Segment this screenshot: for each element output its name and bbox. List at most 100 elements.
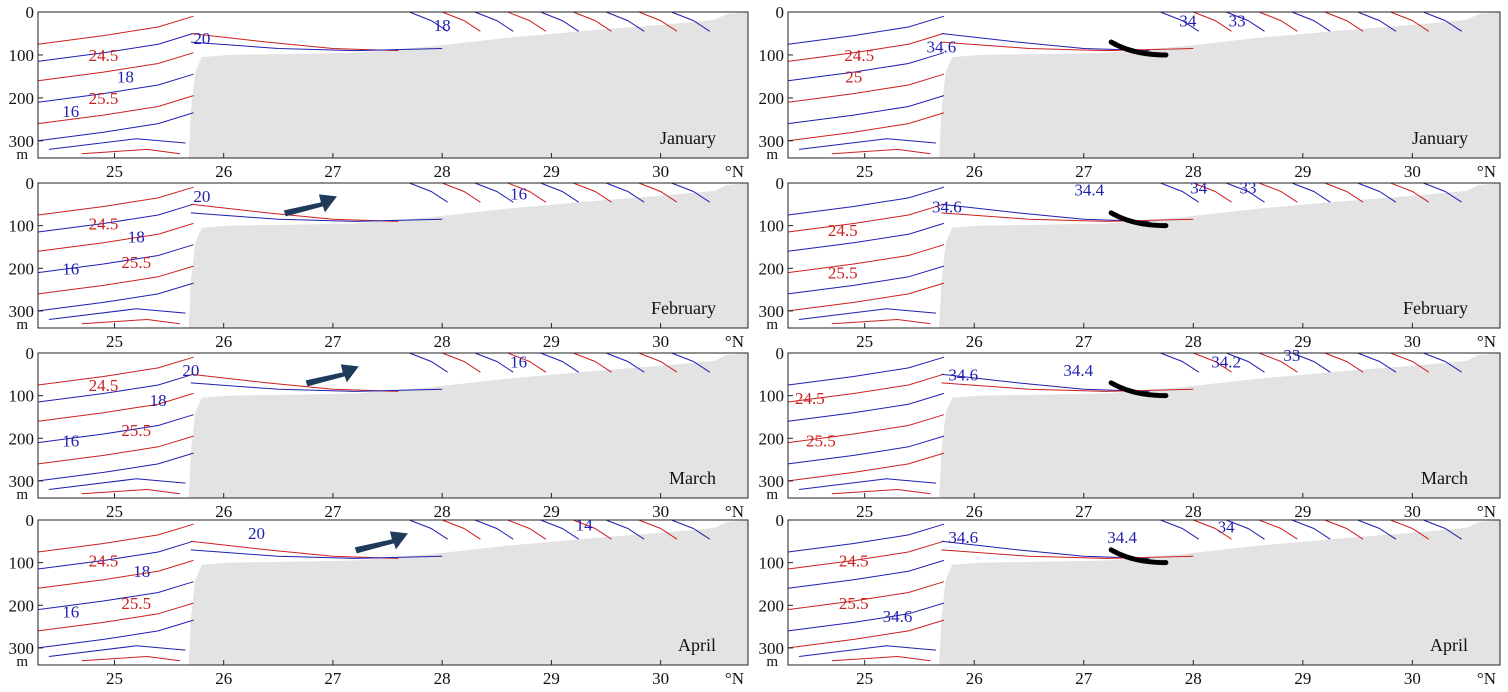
y-axis-label: m (766, 487, 778, 503)
contour-label-blue: 16 (62, 102, 79, 121)
contour-line (798, 138, 936, 150)
y-tick-label: 0 (26, 174, 35, 193)
contour-line (540, 352, 579, 373)
y-axis-label: m (16, 654, 28, 670)
contour-line (37, 414, 194, 444)
contour-line (1258, 11, 1298, 32)
contour-line (540, 11, 579, 32)
contour-line (1193, 11, 1232, 32)
month-label: March (669, 468, 716, 488)
panel-frame (787, 11, 1501, 159)
contour-line (787, 523, 944, 553)
seabed (188, 353, 748, 498)
contour-line (787, 435, 944, 465)
x-tick-label: 25 (856, 669, 873, 688)
contour-line (1324, 352, 1364, 373)
contour-line (507, 352, 547, 373)
contour-line (37, 356, 194, 386)
contour-label-red: 25.5 (121, 421, 151, 440)
contour-line (1390, 11, 1430, 32)
contour-line (573, 519, 612, 540)
contour-line (507, 519, 547, 540)
x-tick-label: 27 (1075, 162, 1093, 181)
contour-line (671, 182, 711, 203)
contour-line (798, 478, 936, 490)
y-tick-label: 200 (759, 429, 785, 448)
contour-label-blue: 20 (248, 524, 265, 543)
contour-line (1423, 519, 1462, 540)
contour-line (409, 11, 448, 32)
contour-line (1226, 11, 1265, 32)
panel-frame (37, 11, 749, 159)
x-axis-label: °N (725, 669, 744, 688)
y-tick-label: 200 (9, 259, 35, 278)
x-tick-label: 25 (106, 332, 123, 351)
contour-line (941, 549, 1194, 559)
contour-label-blue: 34.6 (932, 197, 962, 216)
contour-label-red: 25.5 (839, 594, 869, 613)
contour-label-red: 25.5 (121, 594, 151, 613)
x-tick-label: 30 (652, 332, 669, 351)
month-label: April (1430, 635, 1468, 655)
contour-label-blue: 34.6 (883, 607, 913, 626)
contour-label-blue: 34.6 (948, 528, 978, 547)
y-tick-label: 0 (26, 344, 35, 363)
contour-line (1291, 519, 1331, 540)
y-axis-label: m (766, 147, 778, 163)
contour-line (37, 186, 194, 216)
contour-line (37, 223, 194, 252)
x-tick-label: 27 (324, 669, 342, 688)
contour-line (1357, 352, 1397, 373)
x-tick-label: 28 (1185, 502, 1202, 521)
x-tick-label: 25 (856, 332, 873, 351)
x-tick-label: 26 (966, 502, 983, 521)
x-tick-label: 26 (215, 502, 232, 521)
x-tick-label: 28 (434, 502, 451, 521)
contour-line (787, 186, 944, 216)
contour-label-blue: 18 (150, 391, 167, 410)
contour-line (37, 435, 194, 465)
contour-line (540, 182, 579, 203)
contour-line (1160, 352, 1200, 373)
x-tick-label: 26 (966, 332, 983, 351)
x-tick-label: 30 (652, 502, 669, 521)
contour-line (638, 182, 678, 203)
contour-line (37, 560, 194, 589)
contour-line (190, 549, 443, 559)
contour-line (1226, 352, 1265, 373)
contour-line (1258, 182, 1298, 203)
y-tick-label: 0 (776, 511, 785, 530)
x-tick-label: 25 (856, 162, 873, 181)
month-label: April (678, 635, 716, 655)
contour-line (1324, 182, 1364, 203)
contour-line (442, 519, 481, 540)
y-tick-label: 100 (759, 554, 785, 573)
x-tick-label: 26 (215, 332, 232, 351)
x-tick-label: 27 (324, 332, 342, 351)
y-axis-label: m (766, 654, 778, 670)
x-tick-label: 29 (543, 162, 560, 181)
arrow-icon (305, 364, 359, 387)
contour-line (37, 523, 194, 553)
arrow-icon (354, 531, 408, 554)
seabed (939, 353, 1500, 498)
contour-line (1324, 11, 1364, 32)
contour-label-blue: 18 (128, 227, 145, 246)
contour-line (1291, 352, 1331, 373)
contour-label-blue: 18 (117, 67, 134, 86)
x-axis-label: °N (725, 332, 744, 351)
x-axis-label: °N (1477, 332, 1496, 351)
contour-line (48, 478, 186, 490)
contour-line (1291, 11, 1331, 32)
contour-line (605, 11, 645, 32)
contour-line (1160, 182, 1200, 203)
panel-frame (787, 182, 1501, 329)
x-axis-label: °N (1477, 162, 1496, 181)
seabed (188, 183, 748, 328)
contour-label-blue: 16 (62, 603, 79, 622)
contour-line (831, 148, 931, 155)
contour-line (37, 602, 194, 632)
x-tick-label: 26 (966, 669, 983, 688)
